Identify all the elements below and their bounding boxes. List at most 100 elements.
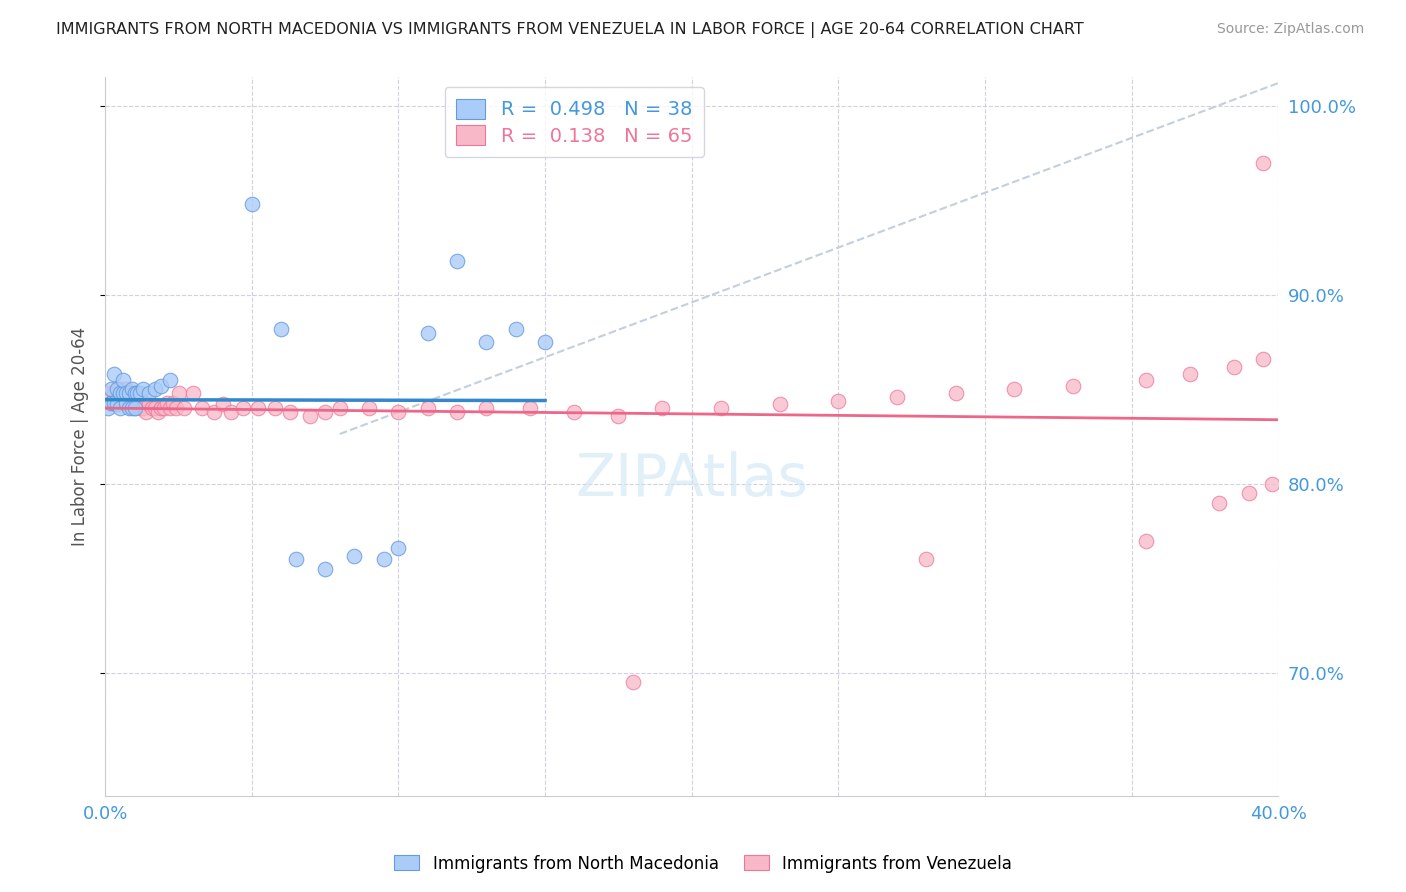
- Point: [827, 393, 849, 408]
- Point: [100, 395, 122, 409]
- Point: [108, 401, 131, 416]
- Point: [167, 386, 190, 401]
- Point: [387, 405, 409, 419]
- Point: [1223, 359, 1246, 374]
- Point: [162, 395, 184, 409]
- Point: [132, 382, 155, 396]
- Legend: R =  0.498   N = 38, R =  0.138   N = 65: R = 0.498 N = 38, R = 0.138 N = 65: [444, 87, 704, 157]
- Point: [124, 401, 146, 416]
- Point: [945, 386, 967, 401]
- Point: [314, 562, 336, 576]
- Point: [446, 253, 468, 268]
- Text: IMMIGRANTS FROM NORTH MACEDONIA VS IMMIGRANTS FROM VENEZUELA IN LABOR FORCE | AG: IMMIGRANTS FROM NORTH MACEDONIA VS IMMIG…: [56, 22, 1084, 38]
- Point: [121, 386, 143, 401]
- Point: [146, 405, 169, 419]
- Point: [149, 401, 172, 416]
- Point: [103, 386, 125, 401]
- Point: [100, 395, 122, 409]
- Point: [105, 397, 128, 411]
- Point: [270, 322, 292, 336]
- Point: [191, 401, 214, 416]
- Point: [1135, 373, 1157, 387]
- Point: [651, 401, 673, 416]
- Point: [387, 541, 409, 555]
- Point: [769, 397, 792, 411]
- Point: [915, 552, 938, 566]
- Point: [114, 382, 136, 396]
- Point: [135, 405, 157, 419]
- Point: [121, 382, 143, 396]
- Point: [153, 401, 176, 416]
- Point: [129, 401, 152, 416]
- Point: [1237, 486, 1260, 500]
- Text: ZIPAtlas: ZIPAtlas: [575, 451, 808, 508]
- Point: [143, 382, 166, 396]
- Point: [111, 386, 134, 401]
- Y-axis label: In Labor Force | Age 20-64: In Labor Force | Age 20-64: [72, 327, 89, 546]
- Point: [329, 401, 352, 416]
- Point: [118, 401, 141, 416]
- Point: [124, 401, 146, 416]
- Point: [710, 401, 733, 416]
- Point: [1062, 378, 1084, 392]
- Point: [1261, 476, 1284, 491]
- Point: [173, 401, 195, 416]
- Point: [156, 395, 179, 409]
- Point: [105, 395, 128, 409]
- Point: [278, 405, 301, 419]
- Point: [97, 401, 120, 416]
- Point: [1178, 368, 1201, 382]
- Point: [1002, 382, 1025, 396]
- Point: [138, 397, 160, 411]
- Point: [127, 395, 149, 409]
- Point: [534, 335, 557, 350]
- Point: [181, 386, 204, 401]
- Point: [564, 405, 586, 419]
- Point: [232, 401, 254, 416]
- Point: [221, 405, 243, 419]
- Point: [127, 386, 149, 401]
- Point: [114, 386, 136, 401]
- Point: [299, 409, 322, 423]
- Point: [211, 397, 233, 411]
- Point: [373, 552, 395, 566]
- Point: [124, 386, 146, 401]
- Point: [103, 368, 125, 382]
- Point: [475, 335, 498, 350]
- Point: [103, 395, 125, 409]
- Point: [343, 549, 366, 563]
- Point: [416, 326, 439, 340]
- Point: [111, 373, 134, 387]
- Point: [165, 401, 187, 416]
- Point: [1253, 352, 1275, 367]
- Point: [1208, 496, 1230, 510]
- Point: [143, 401, 166, 416]
- Point: [505, 322, 527, 336]
- Point: [284, 552, 307, 566]
- Point: [886, 390, 908, 404]
- Point: [202, 405, 225, 419]
- Point: [100, 382, 122, 396]
- Legend: Immigrants from North Macedonia, Immigrants from Venezuela: Immigrants from North Macedonia, Immigra…: [388, 848, 1018, 880]
- Point: [416, 401, 439, 416]
- Point: [1135, 533, 1157, 548]
- Point: [359, 401, 381, 416]
- Point: [159, 373, 181, 387]
- Point: [240, 197, 263, 211]
- Point: [149, 378, 172, 392]
- Point: [621, 675, 644, 690]
- Point: [519, 401, 541, 416]
- Point: [108, 386, 131, 401]
- Point: [138, 386, 160, 401]
- Point: [246, 401, 269, 416]
- Point: [314, 405, 336, 419]
- Point: [607, 409, 630, 423]
- Point: [114, 395, 136, 409]
- Point: [97, 386, 120, 401]
- Point: [446, 405, 468, 419]
- Point: [129, 386, 152, 401]
- Point: [475, 401, 498, 416]
- Point: [141, 401, 163, 416]
- Point: [118, 386, 141, 401]
- Point: [105, 382, 128, 396]
